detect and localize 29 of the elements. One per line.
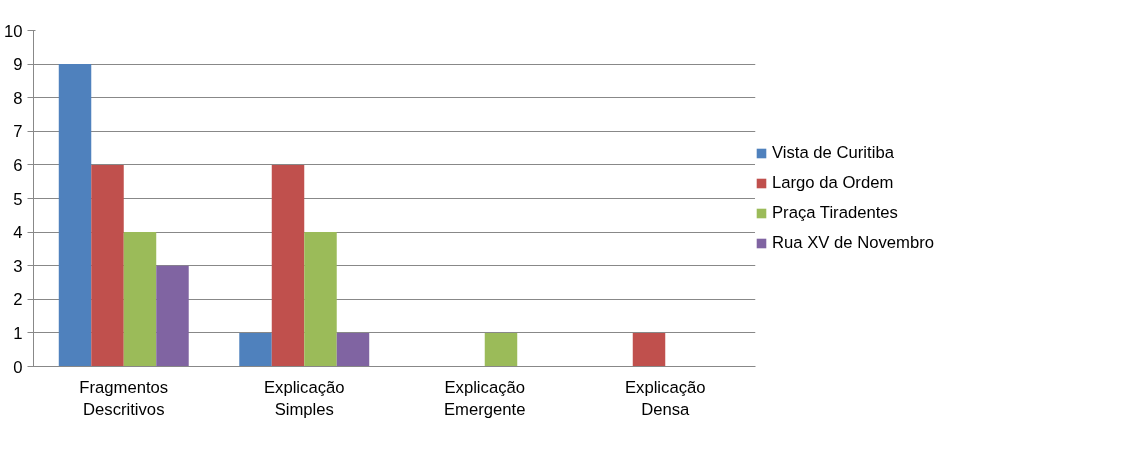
y-tick-label: 2 (13, 290, 23, 310)
y-tick-label: 7 (13, 122, 23, 142)
bar (304, 232, 337, 367)
bar (156, 265, 189, 367)
x-tick-label: Fragmentos Descritivos (79, 377, 169, 420)
bar (123, 232, 157, 367)
legend-label: Rua XV de Novembro (772, 233, 935, 253)
bar (58, 64, 92, 367)
x-tick-label: Explicação Emergente (444, 377, 526, 420)
bar (336, 332, 370, 367)
bar (271, 164, 305, 367)
y-tick-label: 5 (13, 189, 23, 209)
bar (91, 164, 124, 367)
y-tick-label: 9 (13, 55, 23, 75)
legend-label: Largo da Ordem (772, 173, 894, 193)
bar (484, 332, 518, 367)
x-tick-label: Explicação Densa (624, 377, 706, 420)
x-tick-label: Explicação Simples (263, 377, 345, 420)
bar (632, 332, 666, 367)
y-tick-label: 4 (13, 223, 23, 243)
legend-label: Vista de Curitiba (772, 143, 894, 163)
y-tick-label: 3 (13, 256, 23, 276)
y-tick-label: 6 (13, 155, 23, 175)
legend-label: Praça Tiradentes (772, 203, 898, 223)
y-tick-label: 1 (13, 323, 23, 343)
bar (239, 332, 272, 367)
y-tick-label: 10 (3, 21, 23, 41)
y-tick-label: 8 (13, 88, 23, 108)
y-tick-label: 0 (13, 357, 23, 377)
